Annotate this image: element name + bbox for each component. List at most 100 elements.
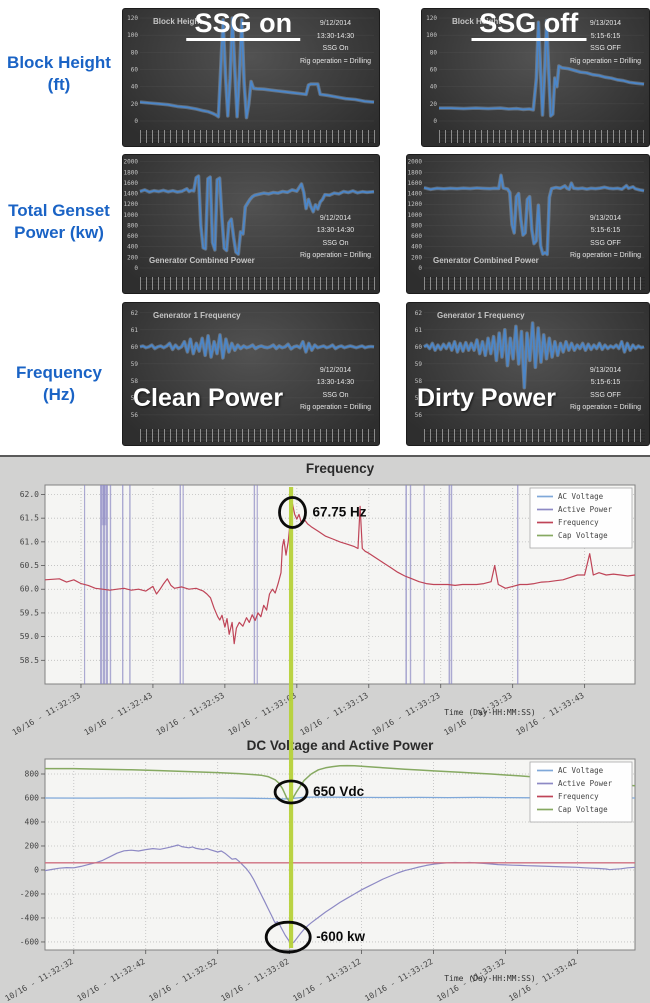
x-tick-label: 10/16 - 11:32:42 [75, 957, 146, 1003]
mini-y-tick: 1800 [408, 169, 423, 176]
x-axis-title: Time (Day-HH:MM:SS) [444, 974, 536, 983]
legend-label: Cap Voltage [558, 531, 608, 540]
mini-y-tick: 1200 [408, 201, 423, 208]
mini-y-tick: 62 [415, 310, 423, 317]
mini-y-tick: 57 [415, 395, 423, 402]
x-axis-title: Time (Day-HH:MM:SS) [444, 708, 536, 717]
mini-chart-series-label: Generator 1 Frequency [153, 311, 241, 320]
mini-y-tick: 400 [411, 244, 422, 251]
mini-y-tick: 1400 [124, 191, 139, 198]
mini-chart-info-line: SSG On [322, 391, 349, 399]
mini-chart-info-line: 9/13/2014 [589, 366, 622, 374]
mini-chart-info-line: 5:15-6:15 [590, 227, 621, 235]
mini-chart-info-line: Rig operation = Drilling [299, 404, 371, 412]
mini-y-tick: 60 [131, 344, 139, 351]
row-label-unit: (Hz) [42, 385, 76, 405]
mini-chart-series-label: Generator Combined Power [433, 256, 539, 265]
mini-chart-info-line: 9/13/2014 [589, 214, 622, 222]
mini-y-tick: 600 [127, 233, 138, 240]
mini-series-line [139, 17, 375, 119]
mini-y-tick: 20 [430, 101, 438, 108]
mini-chart-svg: 120 100 80 60 40 20 0 [426, 15, 645, 125]
detail-charts-svg: 62.0 61.5 61.0 60.5 60.0 59.5 59.0 58.5 10/16 - … [4, 461, 636, 1003]
row-label-frequency: Frequency (Hz) [0, 362, 118, 406]
mini-series-line [139, 175, 375, 256]
mini-chart-info-line: SSG OFF [590, 45, 621, 53]
mini-chart-overlay-title: Clean Power [133, 384, 284, 412]
mini-chart-info-line: 5:15-6:15 [590, 32, 621, 40]
mini-chart-info-block: 9/12/2014 13:30-14:30 SSG On Rig operation … [300, 365, 371, 415]
x-tick-label: 10/16 - 11:32:32 [4, 957, 75, 1003]
mini-chart-info-line: SSG OFF [590, 239, 621, 247]
mini-y-tick: 80 [131, 49, 139, 56]
mini-chart-info-line: 13:30-14:30 [316, 379, 355, 387]
detail-chart-dc-voltage-active-power-detail: 800 600 400 200 0 -200 -400 -600 10/16 - 11:32:3… [4, 738, 636, 1003]
mini-chart-info-line: 13:30-14:30 [316, 227, 355, 235]
ssg-comparison-panel: Block Height (ft) Total Genset Power (kw… [0, 0, 650, 455]
mini-series-line [139, 333, 375, 359]
mini-chart-info-line: Rig operation = Drilling [569, 252, 641, 260]
mini-chart-series-label: Generator Combined Power [149, 256, 255, 265]
mini-y-tick: 80 [430, 49, 438, 56]
x-tick-label: 10/16 - 11:32:43 [83, 691, 154, 737]
x-tick-label: 10/16 - 11:32:53 [155, 691, 226, 737]
mini-y-tick: 1600 [408, 180, 423, 187]
mini-chart-info-line: 5:15-6:15 [590, 379, 621, 387]
y-tick-label: 600 [25, 793, 40, 802]
mini-chart-big-title: SSG off [471, 9, 587, 42]
y-tick-label: 400 [25, 817, 40, 826]
mini-y-tick: 57 [131, 395, 139, 402]
mini-y-tick: 0 [134, 118, 138, 125]
y-tick-label: 200 [25, 841, 40, 850]
mini-y-tick: 58 [131, 378, 139, 385]
mini-chart-svg: 120 100 80 60 40 20 0 [127, 15, 375, 125]
mini-y-tick: 100 [127, 32, 138, 39]
mini-y-tick: 60 [430, 67, 438, 74]
mini-y-tick: 0 [134, 265, 138, 272]
mini-y-tick: 40 [430, 84, 438, 91]
y-tick-label: 61.0 [20, 537, 39, 546]
y-tick-label: 60.0 [20, 585, 39, 594]
mini-chart-frequency-ssg-off: 62 61 60 59 58 57 56 Generator 1 Frequency 9/13/… [406, 302, 650, 446]
mini-chart-series-label: Block Height [153, 17, 202, 26]
annotation-label: 650 Vdc [313, 784, 365, 799]
annotation-ellipse [273, 779, 309, 805]
row-label-unit: Power (kw) [14, 223, 104, 243]
mini-chart-info-line: 13:30-14:30 [316, 32, 355, 40]
y-tick-label: -600 [20, 937, 39, 946]
mini-chart-x-axis-strip [439, 130, 645, 143]
mini-chart-block-height-ssg-off: 120 100 80 60 40 20 0 Block Height SSG off 9/13/2… [421, 8, 650, 147]
mini-chart-overlay-title: Dirty Power [417, 384, 556, 412]
mini-y-tick: 600 [411, 233, 422, 240]
mini-y-tick: 2000 [408, 159, 423, 166]
mini-y-tick: 60 [415, 344, 423, 351]
x-tick-label: 10/16 - 11:33:12 [291, 957, 362, 1003]
x-tick-label: 10/16 - 11:32:33 [11, 691, 82, 737]
mini-y-tick: 61 [131, 327, 139, 334]
mini-chart-info-line: Rig operation = Drilling [569, 404, 641, 412]
detail-charts-panel: 62.0 61.5 61.0 60.5 60.0 59.5 59.0 58.5 10/16 - … [0, 455, 650, 1003]
mini-chart-info-line: 9/13/2014 [589, 20, 622, 27]
legend-label: Active Power [558, 779, 613, 788]
annotation-ellipse [264, 920, 312, 954]
mini-chart-series-label: Block Height [452, 17, 501, 26]
chart-title: Frequency [306, 461, 375, 476]
mini-y-tick: 20 [131, 101, 139, 108]
mini-chart-svg: 62 61 60 59 58 57 56 [131, 310, 375, 419]
row-label-text: Block Height [7, 53, 111, 72]
x-tick-label: 10/16 - 11:32:52 [147, 957, 218, 1003]
mini-chart-info-line: SSG On [322, 45, 349, 53]
row-label-unit: (ft) [47, 75, 71, 95]
mini-y-tick: 120 [426, 15, 437, 22]
mini-y-tick: 1800 [124, 169, 139, 176]
legend: AC Voltage Active Power Frequency Cap Volta… [529, 761, 633, 823]
mini-chart-info-line: 9/12/2014 [319, 20, 352, 27]
mini-y-tick: 56 [131, 412, 139, 419]
row-label-genset-power: Total Genset Power (kw) [0, 200, 118, 244]
y-tick-label: 62.0 [20, 490, 39, 499]
mini-y-tick: 1400 [408, 191, 423, 198]
y-tick-label: 61.5 [20, 514, 39, 523]
